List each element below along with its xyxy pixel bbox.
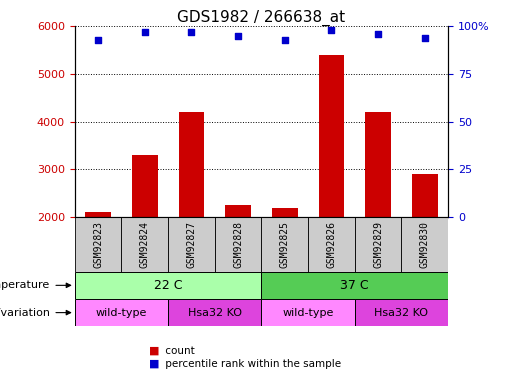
Bar [225, 205, 251, 313]
Bar [365, 112, 391, 313]
Point [187, 29, 196, 35]
Text: GSM92826: GSM92826 [327, 221, 336, 268]
FancyBboxPatch shape [168, 217, 215, 272]
Bar [319, 55, 344, 313]
Text: Hsa32 KO: Hsa32 KO [187, 308, 242, 318]
Bar [412, 174, 438, 313]
Bar [132, 155, 158, 313]
Point [141, 29, 149, 35]
Point [374, 31, 382, 37]
Text: Hsa32 KO: Hsa32 KO [374, 308, 428, 318]
Text: ■: ■ [149, 346, 160, 355]
FancyBboxPatch shape [261, 272, 448, 299]
Text: count: count [162, 346, 195, 355]
FancyBboxPatch shape [75, 217, 122, 272]
FancyBboxPatch shape [308, 217, 355, 272]
Point [94, 37, 102, 43]
Text: genotype/variation: genotype/variation [0, 308, 71, 318]
Point [327, 27, 335, 33]
Text: GSM92828: GSM92828 [233, 221, 243, 268]
Text: 37 C: 37 C [340, 279, 369, 292]
Text: ■: ■ [149, 359, 160, 369]
Text: GSM92830: GSM92830 [420, 221, 430, 268]
Point [281, 37, 289, 43]
Bar [272, 208, 298, 313]
FancyBboxPatch shape [355, 299, 448, 326]
Bar [85, 212, 111, 313]
FancyBboxPatch shape [261, 217, 308, 272]
Title: GDS1982 / 266638_at: GDS1982 / 266638_at [177, 10, 346, 26]
FancyBboxPatch shape [215, 217, 261, 272]
FancyBboxPatch shape [261, 299, 355, 326]
Text: GSM92823: GSM92823 [93, 221, 103, 268]
Text: percentile rank within the sample: percentile rank within the sample [162, 359, 341, 369]
Text: GSM92829: GSM92829 [373, 221, 383, 268]
Text: GSM92824: GSM92824 [140, 221, 150, 268]
FancyBboxPatch shape [355, 217, 401, 272]
FancyBboxPatch shape [122, 217, 168, 272]
Text: temperature: temperature [0, 280, 71, 290]
Point [421, 35, 429, 41]
Text: 22 C: 22 C [154, 279, 182, 292]
Text: wild-type: wild-type [282, 308, 334, 318]
Bar [179, 112, 204, 313]
FancyBboxPatch shape [168, 299, 261, 326]
Text: wild-type: wild-type [96, 308, 147, 318]
Text: GSM92827: GSM92827 [186, 221, 196, 268]
FancyBboxPatch shape [401, 217, 448, 272]
Point [234, 33, 242, 39]
FancyBboxPatch shape [75, 299, 168, 326]
FancyBboxPatch shape [75, 272, 261, 299]
Text: GSM92825: GSM92825 [280, 221, 290, 268]
